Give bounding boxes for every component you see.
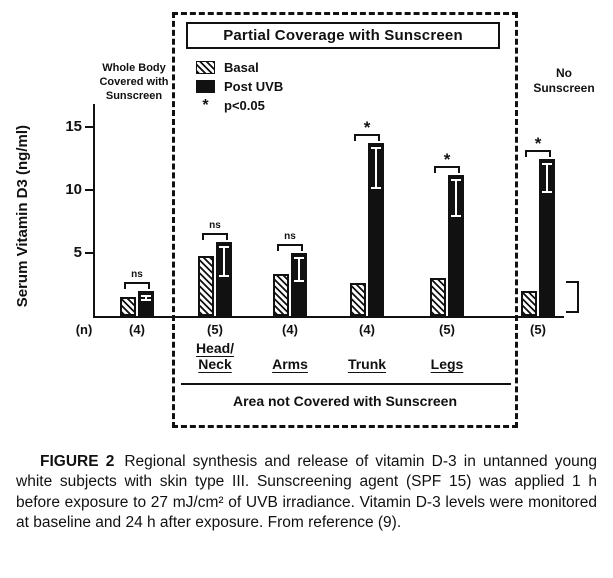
significance-bracket-tick	[226, 232, 228, 240]
legend-sig-label: p<0.05	[224, 98, 265, 113]
significance-label: ns	[131, 268, 143, 280]
figure-caption: FIGURE 2 Regional synthesis and release o…	[16, 452, 597, 534]
y-tick	[85, 189, 94, 191]
legend-post-label: Post UVB	[224, 79, 284, 94]
significance-bracket-tick	[301, 244, 303, 251]
group-label: Legs	[430, 355, 464, 372]
post-uvb-bar	[291, 253, 307, 316]
error-bar	[298, 257, 300, 283]
caption-text: Regional synthesis and release of vitami…	[16, 453, 598, 532]
significance-label: ns	[284, 231, 296, 242]
n-label: (5)	[530, 322, 546, 337]
group-label: Arms	[272, 355, 308, 372]
significance-bracket-tick	[434, 165, 436, 173]
error-bar-cap	[542, 190, 552, 193]
significance-label: *	[363, 118, 371, 138]
error-bar-cap	[371, 186, 381, 189]
basal-bar	[521, 290, 537, 316]
basal-bar	[273, 274, 289, 316]
error-bar	[546, 162, 548, 193]
y-axis-line	[93, 104, 95, 318]
asterisk-icon: *	[202, 97, 209, 114]
group-span-line	[181, 383, 511, 385]
basal-swatch-icon	[196, 61, 215, 74]
error-bar	[223, 245, 225, 278]
no-sunscreen-region-label: No Sunscreen	[533, 66, 595, 95]
significance-bracket-tick	[525, 149, 527, 157]
whole-body-region-label: Whole Body Covered with Sunscreen	[99, 62, 169, 102]
y-tick-label: 5	[73, 244, 82, 261]
post-uvb-bar	[138, 290, 154, 316]
basal-bar	[198, 255, 214, 316]
significance-bracket	[434, 165, 460, 168]
caption-label: FIGURE 2	[40, 453, 115, 470]
error-bar-cap	[141, 294, 151, 297]
y-tick	[85, 126, 94, 128]
partial-coverage-dashed-box	[172, 12, 518, 428]
chart-title: Partial Coverage with Sunscreen	[186, 22, 500, 49]
post-uvb-bar	[539, 158, 555, 316]
significance-bracket-tick	[202, 232, 204, 240]
n-label: (5)	[439, 322, 455, 337]
error-bar	[145, 294, 147, 302]
y-tick-label: 10	[65, 181, 82, 198]
significance-bracket-tick	[277, 244, 279, 251]
significance-label: ns	[209, 219, 221, 231]
significance-bracket	[277, 244, 303, 246]
significance-bracket	[124, 281, 150, 284]
significance-bracket-tick	[148, 281, 150, 289]
n-label: (5)	[207, 322, 223, 337]
n-label: (4)	[282, 322, 298, 337]
error-bar-cap	[451, 214, 461, 217]
x-axis-line	[93, 316, 564, 318]
error-bar-cap	[219, 245, 229, 248]
no-sunscreen-bracket	[566, 281, 579, 313]
error-bar-cap	[542, 162, 552, 165]
error-bar-cap	[141, 299, 151, 302]
legend-basal-row: Basal	[196, 60, 283, 75]
group-label: Trunk	[347, 355, 387, 372]
n-axis-label: (n)	[75, 322, 93, 337]
significance-bracket	[202, 232, 228, 235]
significance-bracket	[354, 134, 380, 137]
significance-bracket-tick	[378, 134, 380, 142]
basal-bar	[120, 297, 136, 316]
significance-bracket	[525, 149, 551, 152]
legend-post-row: Post UVB	[196, 79, 283, 94]
bar-chart: Partial Coverage with Sunscreen Whole Bo…	[14, 12, 595, 428]
n-label: (4)	[129, 322, 145, 337]
significance-bracket-tick	[458, 165, 460, 173]
legend-sig-row: * p<0.05	[196, 97, 283, 114]
error-bar-cap	[219, 275, 229, 278]
error-bar-cap	[294, 257, 304, 259]
post-uvb-swatch-icon	[196, 80, 215, 93]
legend: Basal Post UVB * p<0.05	[196, 60, 283, 117]
post-uvb-bar	[448, 174, 464, 316]
significance-bracket-tick	[124, 281, 126, 289]
error-bar-cap	[294, 280, 304, 283]
legend-basal-label: Basal	[224, 60, 259, 75]
significance-bracket-tick	[354, 134, 356, 142]
y-tick	[85, 252, 94, 254]
group-label: Head/ Neck	[195, 339, 235, 372]
area-not-covered-label: Area not Covered with Sunscreen	[232, 393, 458, 409]
error-bar-cap	[451, 178, 461, 181]
significance-label: *	[443, 149, 451, 169]
n-label: (4)	[359, 322, 375, 337]
significance-bracket-tick	[549, 149, 551, 157]
y-tick-label: 15	[65, 118, 82, 135]
error-bar-cap	[371, 147, 381, 150]
post-uvb-bar	[216, 241, 232, 316]
y-axis-title: Serum Vitamin D3 (ng/ml)	[14, 124, 31, 308]
basal-bar	[350, 283, 366, 316]
basal-bar	[430, 278, 446, 316]
error-bar	[455, 178, 457, 217]
error-bar	[375, 147, 377, 189]
post-uvb-bar	[368, 143, 384, 316]
significance-label: *	[534, 133, 542, 153]
